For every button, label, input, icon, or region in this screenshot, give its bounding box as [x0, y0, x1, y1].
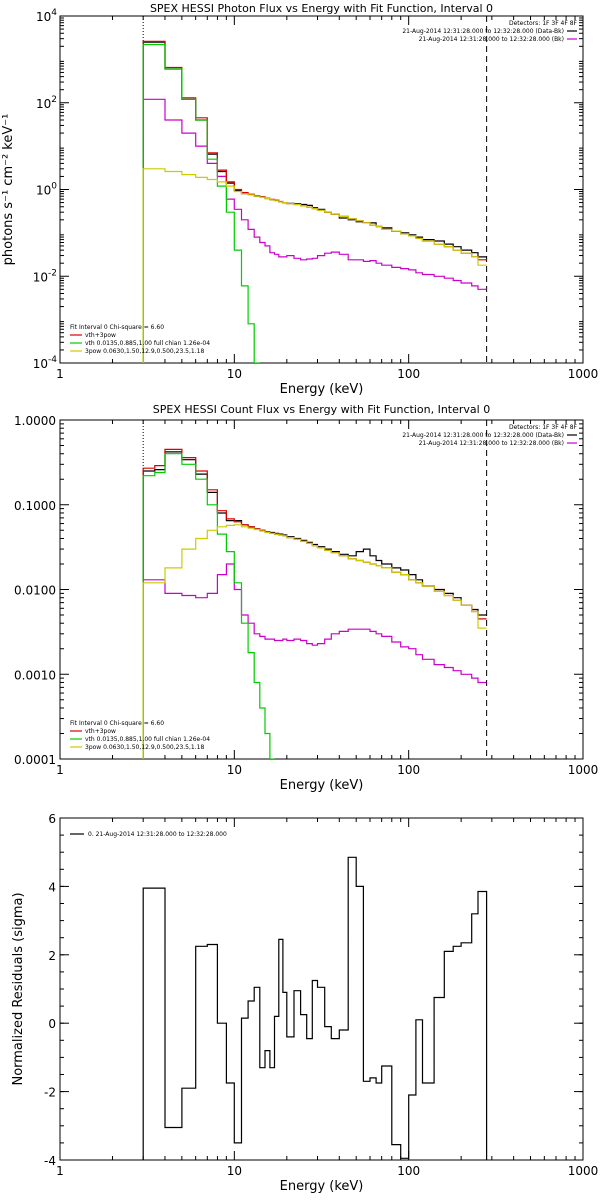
- legend-entry: 21-Aug-2014 12:31:28.000 to 12:32:28.000…: [419, 36, 564, 43]
- x-tick-label: 10: [227, 367, 242, 381]
- series-bk: [142, 98, 487, 363]
- y-axis-label: Normalized Residuals (sigma): [11, 892, 26, 1085]
- y-tick-label: 6: [48, 812, 56, 826]
- y-tick-label: -4: [44, 1154, 56, 1168]
- y-tick-label: 1.0000: [14, 414, 56, 428]
- chart-panel-3: 1 10 100 1000 Energy (keV) -4 -2 0 2 4 6 Normalized…: [11, 812, 598, 1194]
- fit-legend-header: Fit Interval 0 Chi-square = 6.60: [70, 720, 164, 727]
- fit-legend-entry: vth+3pow: [85, 728, 116, 735]
- y-tick-label: 104: [36, 8, 57, 24]
- x-tick-label: 10: [227, 1164, 242, 1178]
- legend-entry: 21-Aug-2014 12:31:28.000 to 12:32:28.000…: [402, 432, 564, 439]
- residual-legend-entry: 0. 21-Aug-2014 12:31:28.000 to 12:32:28.…: [88, 831, 227, 838]
- x-tick-label: 1000: [568, 367, 599, 381]
- legend-header: Detectors: 1F 3F 4F 8F: [509, 424, 578, 431]
- fit-legend-entry: 3pow 0.0630,1.50,12.9,0.500,23.5,1.18: [85, 744, 204, 751]
- series-data-bk: [142, 41, 487, 363]
- y-tick-label: 0.0010: [14, 668, 56, 682]
- y-tick-label: 10-4: [33, 355, 58, 371]
- x-tick-label: 1: [56, 1164, 64, 1178]
- y-tick-label: 100: [36, 182, 57, 198]
- x-tick-label: 1000: [568, 763, 599, 777]
- y-tick-label: -2: [44, 1086, 56, 1100]
- x-tick-label: 100: [397, 367, 420, 381]
- y-tick-label: 2: [48, 949, 56, 963]
- chart-panel-2: SPEX HESSI Count Flux vs Energy with Fit…: [14, 403, 598, 793]
- y-tick-label: 4: [48, 880, 56, 894]
- plot-frame: [59, 15, 584, 364]
- plot-frame: [59, 817, 584, 1161]
- legend-header: Detectors: 1F 3F 4F 8F: [509, 20, 578, 27]
- series-residuals: [142, 856, 488, 1160]
- x-tick-label: 100: [397, 1164, 420, 1178]
- series-3pow: [142, 168, 487, 363]
- y-axis-label: photons s⁻¹ cm⁻² keV⁻¹: [1, 114, 16, 266]
- fit-legend-entry: vth 0.0135,0.885,1.00 full chian 1.26e-0…: [85, 340, 210, 347]
- chart-title: SPEX HESSI Photon Flux vs Energy with Fi…: [150, 2, 493, 15]
- legend-entry: 21-Aug-2014 12:31:28.000 to 12:32:28.000…: [419, 440, 564, 447]
- x-tick-label: 10: [227, 763, 242, 777]
- series-data-bk: [142, 451, 487, 759]
- series-group: [142, 448, 487, 759]
- series-vth-3pow: [142, 40, 487, 363]
- fit-legend-entry: vth+3pow: [85, 332, 116, 339]
- legend-entry: 21-Aug-2014 12:31:28.000 to 12:32:28.000…: [402, 28, 564, 35]
- x-tick-label: 1: [56, 763, 64, 777]
- series-bk: [142, 563, 487, 759]
- series-vth: [142, 453, 275, 759]
- y-tick-label: 0: [48, 1017, 56, 1031]
- x-tick-label: 1000: [568, 1164, 599, 1178]
- series-3pow: [142, 524, 487, 759]
- y-tick-label: 0.1000: [14, 499, 56, 513]
- fit-legend-entry: 3pow 0.0630,1.50,12.9,0.500,23.5,1.18: [85, 348, 204, 355]
- x-axis-label: Energy (keV): [280, 778, 364, 793]
- x-tick-label: 100: [397, 763, 420, 777]
- chart-panel-1: SPEX HESSI Photon Flux vs Energy with Fi…: [1, 2, 598, 397]
- x-tick-label: 1: [56, 367, 64, 381]
- series-group: [142, 40, 487, 363]
- x-axis-label: Energy (keV): [280, 1179, 364, 1194]
- series-vth-3pow: [142, 448, 487, 759]
- chart-title: SPEX HESSI Count Flux vs Energy with Fit…: [153, 403, 490, 416]
- series-vth: [142, 43, 260, 363]
- y-tick-label: 0.0001: [14, 753, 56, 767]
- fit-legend-entry: vth 0.0135,0.885,1.00 full chian 1.26e-0…: [85, 736, 210, 743]
- series-group: [142, 856, 488, 1160]
- y-tick-label: 0.0100: [14, 584, 56, 598]
- y-tick-label: 102: [36, 95, 57, 111]
- y-tick-label: 10-2: [33, 268, 57, 284]
- x-axis-label: Energy (keV): [280, 382, 364, 397]
- plot-frame: [59, 419, 584, 760]
- fit-legend-header: Fit Interval 0 Chi-square = 6.60: [70, 324, 164, 331]
